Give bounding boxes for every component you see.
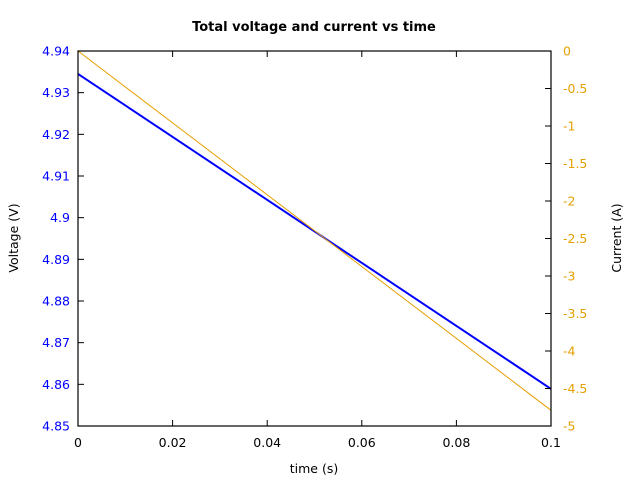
x-axis-ticks: 0 0.02 0.04 0.06 0.08 0.1 — [74, 51, 561, 450]
x-tick-label: 0 — [74, 435, 82, 450]
x-tick-label: 0.04 — [253, 435, 281, 450]
y-tick-label: 4.85 — [42, 419, 70, 434]
y-axis-label: Voltage (V) — [6, 203, 21, 272]
y-tick-label: 4.94 — [42, 44, 70, 59]
y-tick-label: 4.91 — [42, 169, 70, 184]
y2-tick-label: -0.5 — [563, 81, 587, 96]
y-tick-label: 4.88 — [42, 294, 70, 309]
y-tick-label: 4.86 — [42, 377, 70, 392]
y-tick-label: 4.9 — [50, 210, 70, 225]
series-line-voltage — [77, 73, 552, 390]
y2-tick-label: -3 — [563, 269, 575, 284]
x-tick-label: 0.02 — [159, 435, 187, 450]
plot-lines — [77, 50, 552, 411]
y-tick-label: 4.87 — [42, 335, 70, 350]
y2-tick-label: -4.5 — [563, 381, 587, 396]
y-tick-label: 4.89 — [42, 252, 70, 267]
x-axis-label: time (s) — [290, 461, 338, 476]
y2-tick-label: -1.5 — [563, 156, 587, 171]
y2-axis-ticks: 0 -0.5 -1 -1.5 -2 -2.5 -3 -3.5 -4 -4.5 -5 — [545, 44, 587, 434]
chart-title: Total voltage and current vs time — [192, 20, 436, 35]
x-tick-label: 0.08 — [442, 435, 470, 450]
y2-tick-label: 0 — [563, 44, 571, 59]
y2-axis-label: Current (A) — [609, 203, 624, 272]
y2-tick-label: -1 — [563, 119, 575, 134]
y-tick-label: 4.93 — [42, 85, 70, 100]
y-axis-ticks: 4.85 4.86 4.87 4.88 4.89 4.9 4.91 4.92 4.93 4.94 — [42, 44, 84, 434]
x-tick-label: 0.1 — [541, 435, 561, 450]
y2-tick-label: -2.5 — [563, 231, 587, 246]
x-tick-label: 0.06 — [348, 435, 376, 450]
y2-tick-label: -5 — [563, 419, 575, 434]
y2-tick-label: -3.5 — [563, 306, 587, 321]
plot-frame — [77, 50, 552, 427]
y2-tick-label: -2 — [563, 194, 575, 209]
y-tick-label: 4.92 — [42, 127, 70, 142]
series-line-current — [77, 50, 552, 411]
y2-tick-label: -4 — [563, 344, 576, 359]
